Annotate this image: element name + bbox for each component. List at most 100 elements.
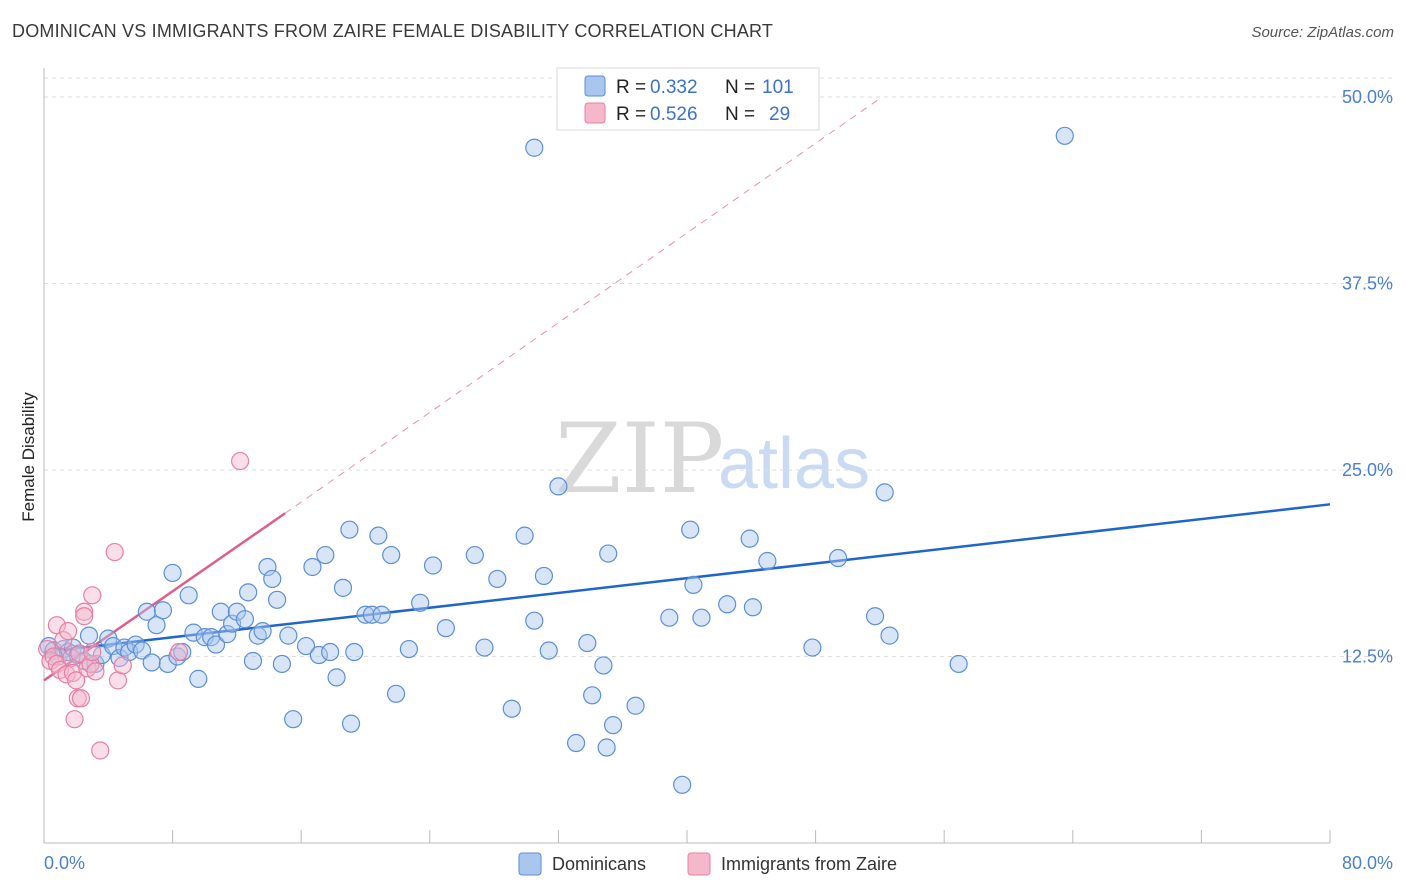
- gridlines: [44, 77, 1394, 657]
- dominican-point: [475, 638, 494, 657]
- dominican-point: [211, 602, 230, 621]
- dominican-point: [137, 602, 156, 621]
- trend-lines: [43, 98, 1331, 682]
- zaire-point: [57, 665, 76, 684]
- dominican-point: [594, 656, 613, 675]
- dominican-point: [333, 578, 353, 597]
- dominican-point: [411, 593, 430, 612]
- dominican-point: [309, 645, 328, 665]
- dominican-point: [399, 639, 419, 659]
- dominican-point: [718, 595, 737, 614]
- dominican-point: [79, 626, 99, 645]
- dominican-point: [179, 586, 198, 605]
- dominican-point: [235, 610, 255, 629]
- dominican-point: [386, 684, 406, 703]
- dominican-point: [865, 607, 885, 626]
- dominican-point: [321, 642, 340, 662]
- dominican-point: [597, 738, 616, 757]
- dominican-point: [578, 633, 597, 653]
- zaire-point: [38, 639, 57, 659]
- dominican-point: [673, 775, 692, 794]
- dominican-point: [436, 619, 455, 638]
- dominican-point: [284, 710, 303, 729]
- dominican-point: [465, 545, 484, 565]
- legend-r-value-1: 0.526: [650, 104, 698, 125]
- dominican-point: [692, 608, 711, 627]
- dominican-point: [423, 556, 443, 575]
- dominican-point: [740, 529, 759, 548]
- legend-n-value-1: 29: [769, 104, 790, 125]
- dominican-point: [949, 654, 968, 674]
- y-tick-label: 12.5%: [1342, 647, 1393, 667]
- dominican-point: [626, 696, 645, 715]
- dominican-point: [267, 590, 287, 609]
- bottom-legend-label-dominicans: Dominicans: [552, 854, 646, 874]
- dominican-point: [153, 601, 173, 620]
- legend-r-value-0: 0.332: [650, 77, 698, 98]
- legend-swatch-zaire: [584, 102, 606, 124]
- dominican-point: [382, 545, 401, 565]
- tick-labels: 12.5% 25.0% 37.5% 50.0% 0.0% 80.0%: [44, 87, 1393, 873]
- zaire-point: [113, 656, 132, 675]
- zaire-point: [91, 741, 110, 760]
- dominican-point: [142, 653, 161, 672]
- dominican-point: [803, 638, 822, 657]
- dominican-point: [534, 566, 554, 586]
- watermark-zip: ZIP: [555, 403, 724, 515]
- dominican-point: [263, 569, 282, 589]
- dominican-point: [341, 714, 361, 733]
- dominican-point: [515, 526, 534, 545]
- legend-r-label-0: R =: [616, 77, 646, 98]
- dominican-point: [340, 520, 359, 539]
- zaire-point: [54, 630, 73, 650]
- dominican-point: [158, 654, 177, 674]
- dominican-point: [362, 605, 382, 624]
- dominican-point: [525, 138, 544, 157]
- x-tick-label: 80.0%: [1342, 853, 1393, 873]
- dominican-point: [253, 622, 272, 641]
- dominican-point: [239, 583, 258, 602]
- zaire-point: [83, 586, 102, 605]
- zaire-point: [59, 622, 78, 641]
- chart-title: DOMINICAN VS IMMIGRANTS FROM ZAIRE FEMAL…: [12, 21, 774, 41]
- dominican-point: [296, 636, 316, 656]
- dominican-point: [603, 716, 623, 735]
- dominican-point: [488, 569, 507, 589]
- dominican-point: [189, 669, 208, 688]
- y-tick-label: 50.0%: [1342, 87, 1393, 107]
- dominican-point: [184, 623, 203, 642]
- dominican-point: [272, 654, 292, 674]
- x-tick-label: 0.0%: [44, 853, 85, 873]
- series-legend: Dominicans Immigrants from Zaire: [518, 852, 897, 876]
- dominican-point: [243, 651, 263, 671]
- y-tick-label: 25.0%: [1342, 460, 1393, 480]
- watermark-atlas: atlas: [718, 424, 870, 504]
- dominican-point: [327, 668, 346, 687]
- dominican-point: [502, 699, 521, 718]
- legend-n-value-0: 101: [762, 77, 794, 98]
- zaire-point: [231, 451, 250, 471]
- zaire-point: [86, 662, 105, 681]
- y-axis-label: Female Disability: [19, 392, 38, 522]
- dominican-point: [1055, 126, 1074, 145]
- zaire-point: [71, 689, 91, 708]
- dominican-point: [303, 557, 322, 577]
- dominican-point: [218, 625, 237, 644]
- dominican-point: [345, 642, 364, 662]
- legend-n-label-1: N =: [725, 104, 755, 125]
- dominican-point: [372, 605, 391, 624]
- dominican-point: [684, 575, 703, 594]
- dominican-point: [566, 733, 586, 753]
- dominican-point: [829, 548, 848, 568]
- dominican-point: [875, 483, 894, 502]
- y-tick-label: 37.5%: [1342, 274, 1393, 294]
- zaire-point: [65, 710, 84, 729]
- dominican-point: [316, 545, 335, 565]
- correlation-legend: R = 0.332 N = 101 R = 0.526 N = 29: [556, 67, 820, 131]
- legend-n-label-0: N =: [725, 77, 755, 98]
- dominican-point: [758, 551, 777, 571]
- zaire-point: [75, 607, 94, 626]
- data-points: [38, 126, 1074, 794]
- legend-r-label-1: R =: [616, 104, 646, 125]
